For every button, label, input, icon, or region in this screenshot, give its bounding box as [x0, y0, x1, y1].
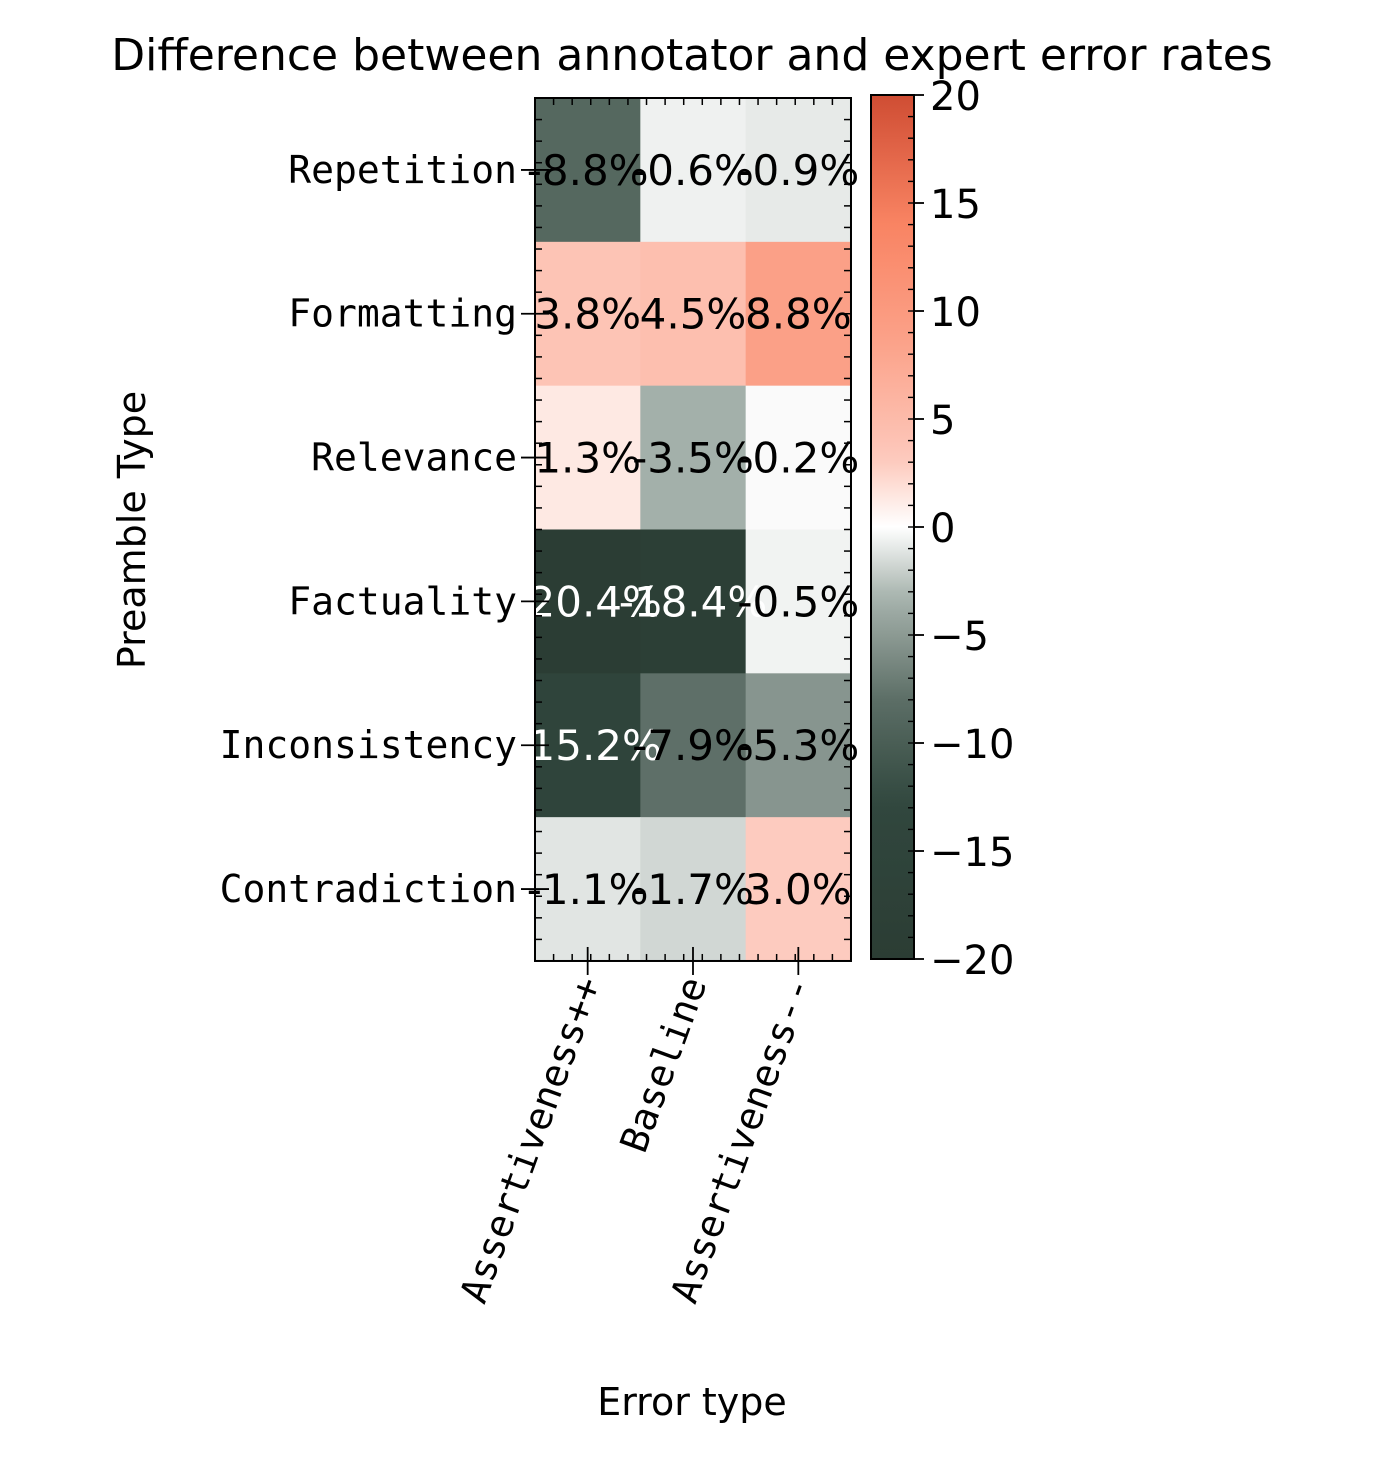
heatmap-cell	[535, 98, 641, 243]
colorbar-tick-label: 0	[930, 506, 955, 552]
y-tick-label: Contradiction	[220, 867, 517, 911]
heatmap-cell	[640, 673, 747, 818]
heatmap-cell-label: -5.3%	[737, 721, 859, 770]
heatmap-cell	[745, 529, 852, 674]
y-tick-label: Repetition	[288, 148, 517, 192]
colorbar-tick-label: 10	[930, 290, 981, 336]
heatmap-cell-label: -7.9%	[632, 721, 754, 770]
heatmap-cell	[745, 385, 852, 531]
heatmap-cell-label: 8.8%	[745, 290, 852, 339]
heatmap-cell-label: -0.5%	[737, 577, 859, 626]
y-tick-label: Factuality	[288, 579, 517, 623]
heatmap-cell-label: -3.5%	[632, 434, 754, 483]
heatmap-cell	[640, 98, 747, 243]
x-axis-label: Error type	[597, 1380, 787, 1424]
colorbar-tick-label: −15	[930, 830, 1014, 876]
heatmap-cell-labels: -8.8%-0.6%-0.9%3.8%4.5%8.8%1.3%-3.5%-0.2…	[513, 146, 859, 914]
chart-title: Difference between annotator and expert …	[111, 30, 1272, 81]
heatmap-axes	[521, 97, 852, 975]
heatmap-cell	[640, 817, 747, 962]
colorbar-tick-label: −10	[930, 722, 1014, 768]
y-axis-label: Preamble Type	[110, 391, 154, 669]
heatmap-cell-label: -0.9%	[737, 146, 859, 195]
colorbar: 20 15 10 5 0 −5 −10 −15 −20	[870, 74, 1014, 984]
heatmap-cell-label: 3.0%	[745, 865, 852, 914]
colorbar-gradient	[871, 95, 914, 959]
heatmap-cell-label: 4.5%	[640, 290, 747, 339]
heatmap-cell	[535, 673, 641, 818]
heatmap-cell	[745, 98, 852, 243]
heatmap-cell	[535, 385, 641, 531]
heatmap-cell	[640, 241, 747, 387]
heatmap-cell-label: 1.3%	[534, 434, 641, 483]
heatmap-cell-label: 3.8%	[534, 290, 641, 339]
heatmap-cell-label: -0.6%	[632, 146, 754, 195]
heatmap-cell	[640, 529, 747, 674]
colorbar-tick-label: 5	[930, 398, 955, 444]
y-tick-label: Inconsistency	[220, 723, 517, 767]
heatmap-cell	[535, 241, 641, 387]
x-tick-label: Assertiveness++	[451, 971, 610, 1309]
heatmap-cells	[535, 98, 852, 962]
heatmap-cell-label: -0.2%	[737, 434, 859, 483]
colorbar-tick-label: −20	[930, 938, 1014, 984]
heatmap-cell-label: -1.7%	[632, 865, 754, 914]
colorbar-tick-label: 20	[930, 74, 981, 120]
x-tick-label: Baseline	[612, 971, 716, 1158]
y-tick-label: Formatting	[288, 292, 517, 336]
heatmap-cell	[745, 817, 852, 962]
heatmap-cell	[745, 673, 852, 818]
colorbar-tick-label: 15	[930, 182, 981, 228]
heatmap-cell	[640, 385, 747, 531]
heatmap-cell	[535, 817, 641, 962]
heatmap-cell	[745, 241, 852, 387]
heatmap-cell-label: -18.4%	[619, 577, 768, 626]
colorbar-tick-label: −5	[930, 614, 989, 660]
y-tick-labels: Repetition Formatting Relevance Factuality I…	[220, 148, 517, 911]
y-tick-label: Relevance	[311, 436, 517, 480]
heatmap-cell	[535, 529, 641, 674]
